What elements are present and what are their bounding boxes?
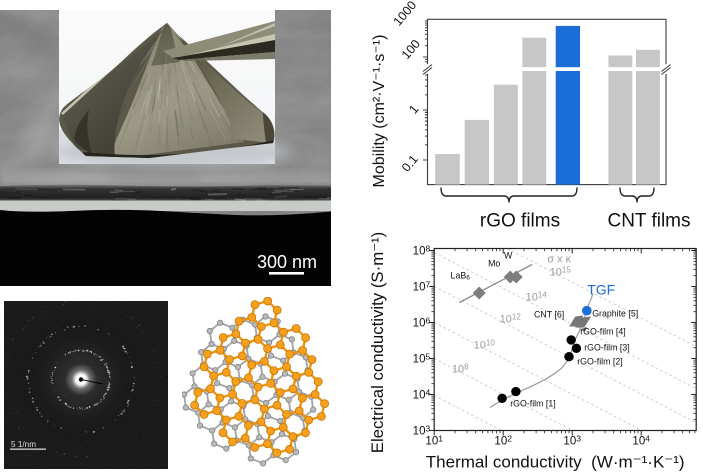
svg-text:5 1/nm: 5 1/nm: [11, 440, 36, 449]
svg-text:106: 106: [413, 315, 431, 329]
svg-text:1: 1: [406, 102, 421, 116]
svg-text:0.1: 0.1: [399, 152, 421, 174]
svg-text:rGO films: rGO films: [480, 211, 560, 231]
svg-text:100: 100: [399, 37, 423, 62]
svg-text:1014: 1014: [526, 290, 548, 303]
svg-text:1000: 1000: [391, 0, 420, 29]
svg-text:σ x κ: σ x κ: [547, 254, 571, 266]
svg-text:rGO-film [3]: rGO-film [3]: [584, 343, 629, 353]
svg-text:Mo: Mo: [488, 259, 500, 269]
svg-text:105: 105: [413, 351, 431, 365]
svg-text:1012: 1012: [500, 312, 522, 325]
svg-text:Thermal conductivity (W·m⁻¹·K: Thermal conductivity (W·m⁻¹·K⁻¹): [426, 453, 685, 472]
svg-text:Graphite [5]: Graphite [5]: [592, 309, 638, 319]
svg-text:108: 108: [413, 243, 431, 257]
svg-text:CNT films: CNT films: [607, 211, 690, 231]
svg-text:TGF: TGF: [587, 282, 615, 298]
svg-text:CNT [6]: CNT [6]: [534, 310, 564, 320]
svg-text:104: 104: [413, 387, 431, 401]
svg-text:Electrical conductivity (S·m⁻¹: Electrical conductivity (S·m⁻¹): [368, 232, 387, 453]
svg-text:Mobility (cm²·V⁻¹·s⁻¹): Mobility (cm²·V⁻¹·s⁻¹): [371, 35, 388, 188]
svg-text:rGO-film [1]: rGO-film [1]: [510, 399, 555, 409]
svg-text:104: 104: [632, 433, 650, 447]
svg-text:LaB6: LaB6: [451, 271, 471, 282]
svg-text:108: 108: [452, 362, 469, 375]
svg-text:103: 103: [563, 433, 581, 447]
svg-text:rGO-film [2]: rGO-film [2]: [577, 357, 622, 367]
svg-text:W: W: [504, 251, 513, 261]
svg-text:rGO-film [4]: rGO-film [4]: [580, 327, 625, 337]
svg-text:102: 102: [494, 433, 512, 447]
svg-text:1010: 1010: [474, 338, 496, 351]
svg-text:107: 107: [413, 279, 431, 293]
svg-text:101: 101: [425, 433, 443, 447]
svg-text:1015: 1015: [550, 265, 572, 278]
svg-text:300 nm: 300 nm: [257, 252, 317, 272]
